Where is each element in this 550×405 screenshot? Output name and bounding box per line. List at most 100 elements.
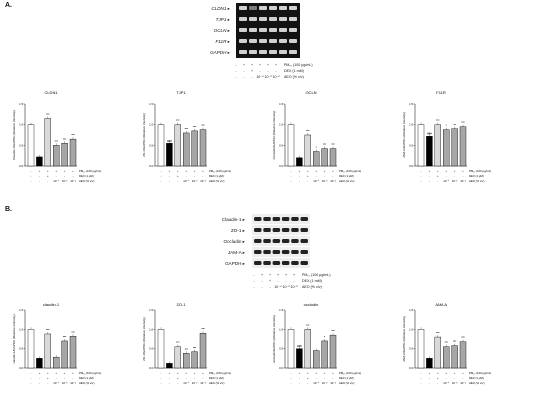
y-axis-label: ZO-1/GAPDH (Relative intensity) [142, 113, 146, 157]
significance-label: *** [436, 119, 440, 123]
gel-band [259, 28, 267, 32]
condition-mark: + [268, 273, 272, 277]
condition-mark: 10⁻² [200, 179, 206, 183]
condition-mark: + [307, 376, 309, 380]
condition-mark: - [39, 179, 40, 183]
blot-band [291, 228, 299, 232]
blot-band [281, 239, 290, 243]
blot-band [263, 261, 271, 265]
y-tick-label: 1.0 [409, 123, 413, 127]
panel-a-gene-labels: CLDN1 ▸ TJP1 ▸ OCLN ▸ F11R ▸ GAPDH ▸ [190, 3, 235, 58]
significance-label: *** [201, 124, 205, 128]
condition-mark: + [64, 371, 66, 375]
panel-b-protein-labels: Claudin-1 ▸ ZO-1 ▸ Occludin ▸ JAM-A ▸ GA… [205, 214, 250, 269]
condition-mark: - [56, 174, 57, 178]
condition-mark: - [161, 376, 162, 380]
condition-label: AEO (% v/v) [469, 179, 484, 183]
blot-band [272, 239, 281, 243]
condition-mark: + [202, 371, 204, 375]
protein-label: GAPDH ▸ [225, 261, 245, 266]
bar [443, 346, 450, 369]
bar-chart: occludin occludin/GAPDH (Relative intensi… [272, 302, 361, 385]
gel-band [289, 50, 297, 54]
significance-label: ### [37, 354, 42, 358]
y-tick-label: 1.5 [149, 102, 153, 106]
blot-band [281, 261, 290, 265]
significance-label: *** [176, 341, 180, 345]
y-tick-label: 0.0 [19, 164, 23, 168]
y-tick-label: 0.0 [409, 366, 413, 370]
y-tick-label: 0.5 [149, 347, 153, 351]
bar [426, 136, 433, 167]
significance-label: *** [46, 328, 50, 332]
condition-mark: - [333, 174, 334, 178]
gene-label: OCLN ▸ [213, 28, 230, 33]
condition-mark: + [324, 169, 326, 173]
condition-mark: - [421, 179, 422, 183]
condition-mark: - [235, 69, 237, 73]
condition-mark: 10⁻⁴ [313, 179, 320, 183]
significance-label: *** [71, 133, 75, 137]
significance-label: ### [427, 354, 432, 358]
protein-label: Claudin-1 ▸ [221, 217, 245, 222]
chart-title: occludin [304, 302, 319, 307]
condition-mark: 10⁻² [272, 75, 280, 79]
condition-mark: + [242, 63, 246, 67]
condition-mark: - [251, 75, 253, 79]
gel-band [239, 50, 247, 54]
condition-mark: + [250, 69, 254, 73]
gel-band [269, 50, 277, 54]
y-tick-label: 0.5 [409, 143, 413, 147]
condition-mark: + [266, 63, 270, 67]
y-axis-label: JAM-A/GAPDH (Relative intensity) [402, 316, 406, 362]
condition-mark: 10⁻⁴ [443, 179, 450, 183]
panel-a-gel-image [236, 3, 300, 58]
significance-label: *** [63, 137, 67, 141]
bar [199, 129, 207, 167]
condition-mark: - [299, 174, 300, 178]
bar [296, 348, 303, 369]
condition-mark: + [194, 371, 196, 375]
condition-mark: + [437, 371, 439, 375]
y-tick-label: 0.0 [149, 366, 153, 370]
condition-mark: - [56, 376, 57, 380]
condition-mark: - [194, 174, 195, 178]
gene-label: TJP1 ▸ [215, 17, 230, 22]
significance-label: *** [323, 143, 327, 147]
condition-mark: + [324, 371, 326, 375]
significance-label: *** [331, 143, 335, 147]
bar [451, 345, 458, 369]
condition-mark: - [261, 279, 263, 283]
panel-a-letter: A. [5, 2, 12, 9]
condition-mark: - [463, 174, 464, 178]
y-tick-label: 1.5 [279, 308, 283, 312]
condition-mark: - [169, 376, 170, 380]
blot-band [291, 261, 299, 265]
condition-mark: 10⁻² [200, 381, 206, 385]
blot-band [291, 239, 299, 243]
condition-mark: 10⁻³ [452, 381, 458, 385]
bar [53, 145, 60, 167]
condition-mark: - [454, 376, 455, 380]
condition-mark: 10⁻³ [62, 381, 68, 385]
y-tick-label: 1.0 [279, 327, 283, 331]
significance-label: *** [46, 112, 50, 116]
condition-mark: - [161, 381, 162, 385]
condition-mark: + [177, 169, 179, 173]
gel-band [279, 6, 287, 10]
bar [166, 363, 173, 369]
condition-mark: - [73, 174, 74, 178]
condition-label: DEX (1 μM) [339, 376, 354, 380]
bar [329, 334, 337, 369]
condition-mark: + [332, 371, 334, 375]
bar-chart: CLDN1 Claudin-1/GAPDH (Relative intensity… [12, 90, 101, 183]
gel-band [279, 17, 287, 21]
bar [69, 336, 77, 369]
condition-mark: 10⁻⁴ [183, 179, 190, 183]
panel-b-chart-svg: claudin-1 claudin-1/GAPDH (Relative inten… [12, 302, 491, 385]
significance-label: ### [37, 152, 42, 156]
condition-mark: - [316, 174, 317, 178]
condition-mark: 10⁻⁴ [183, 381, 190, 385]
condition-mark: + [202, 169, 204, 173]
gel-band [249, 17, 257, 21]
